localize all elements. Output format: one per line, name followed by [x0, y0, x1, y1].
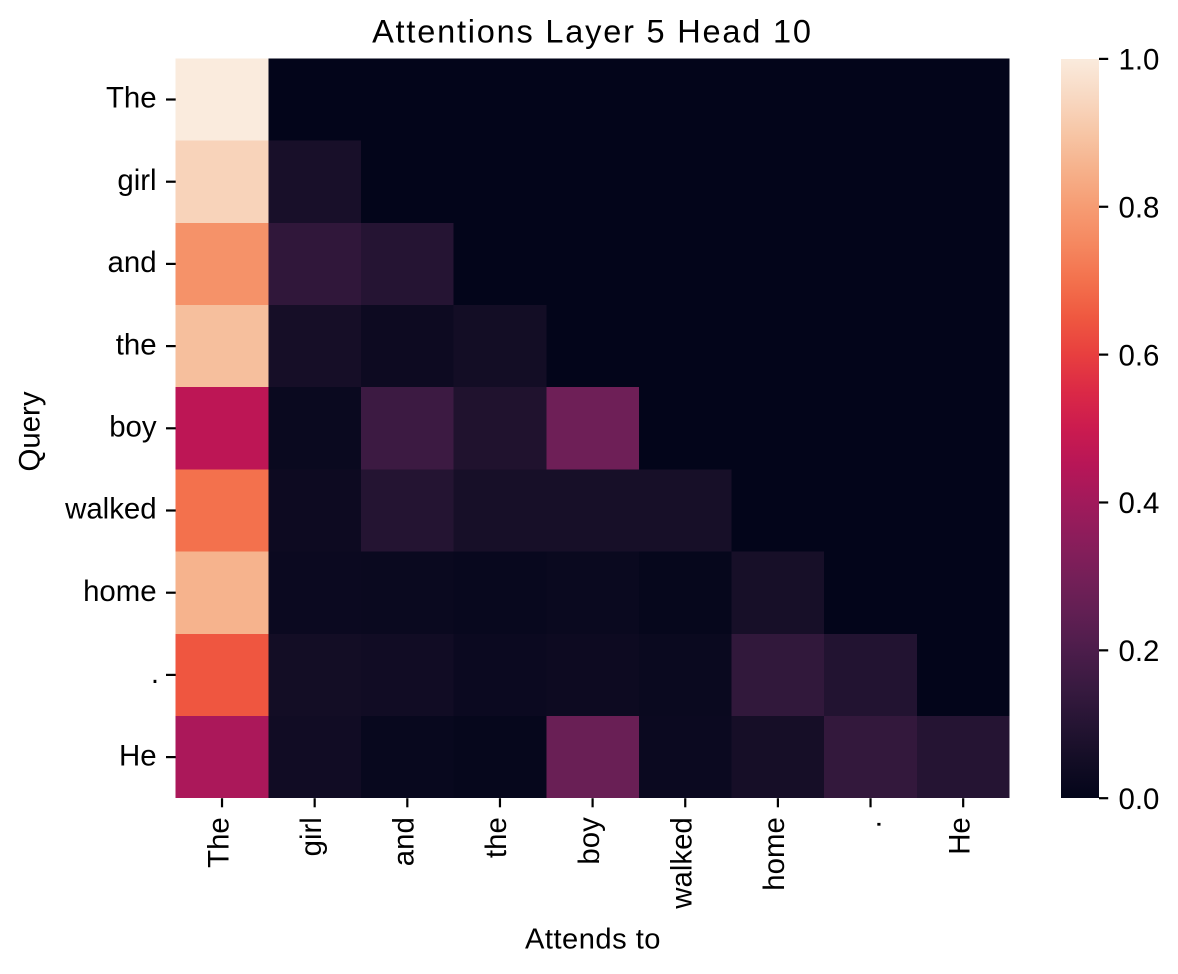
svg-text:.: .	[854, 820, 887, 828]
svg-text:0.2: 0.2	[1119, 635, 1160, 668]
svg-text:walked: walked	[64, 493, 157, 526]
svg-text:The: The	[202, 817, 235, 868]
svg-text:girl: girl	[117, 164, 156, 197]
svg-text:the: the	[480, 817, 513, 858]
svg-text:Attentions Layer 5 Head 10: Attentions Layer 5 Head 10	[372, 14, 813, 50]
svg-text:girl: girl	[295, 817, 328, 856]
svg-text:and: and	[108, 246, 157, 279]
svg-text:Query: Query	[14, 391, 47, 471]
svg-text:.: .	[151, 657, 159, 690]
svg-text:The: The	[106, 82, 157, 115]
svg-text:He: He	[119, 739, 157, 772]
svg-text:He: He	[943, 817, 976, 855]
svg-text:the: the	[116, 328, 157, 361]
svg-text:walked: walked	[666, 817, 699, 910]
svg-text:and: and	[388, 817, 421, 866]
svg-text:home: home	[83, 575, 157, 608]
svg-text:0.8: 0.8	[1119, 191, 1160, 224]
svg-text:Attends to: Attends to	[525, 924, 661, 956]
svg-text:0.0: 0.0	[1119, 783, 1160, 816]
svg-text:boy: boy	[109, 411, 157, 444]
svg-text:0.6: 0.6	[1119, 339, 1160, 372]
svg-text:0.4: 0.4	[1119, 487, 1160, 520]
svg-text:boy: boy	[573, 817, 606, 865]
svg-text:home: home	[758, 817, 791, 891]
svg-text:1.0: 1.0	[1119, 44, 1160, 77]
